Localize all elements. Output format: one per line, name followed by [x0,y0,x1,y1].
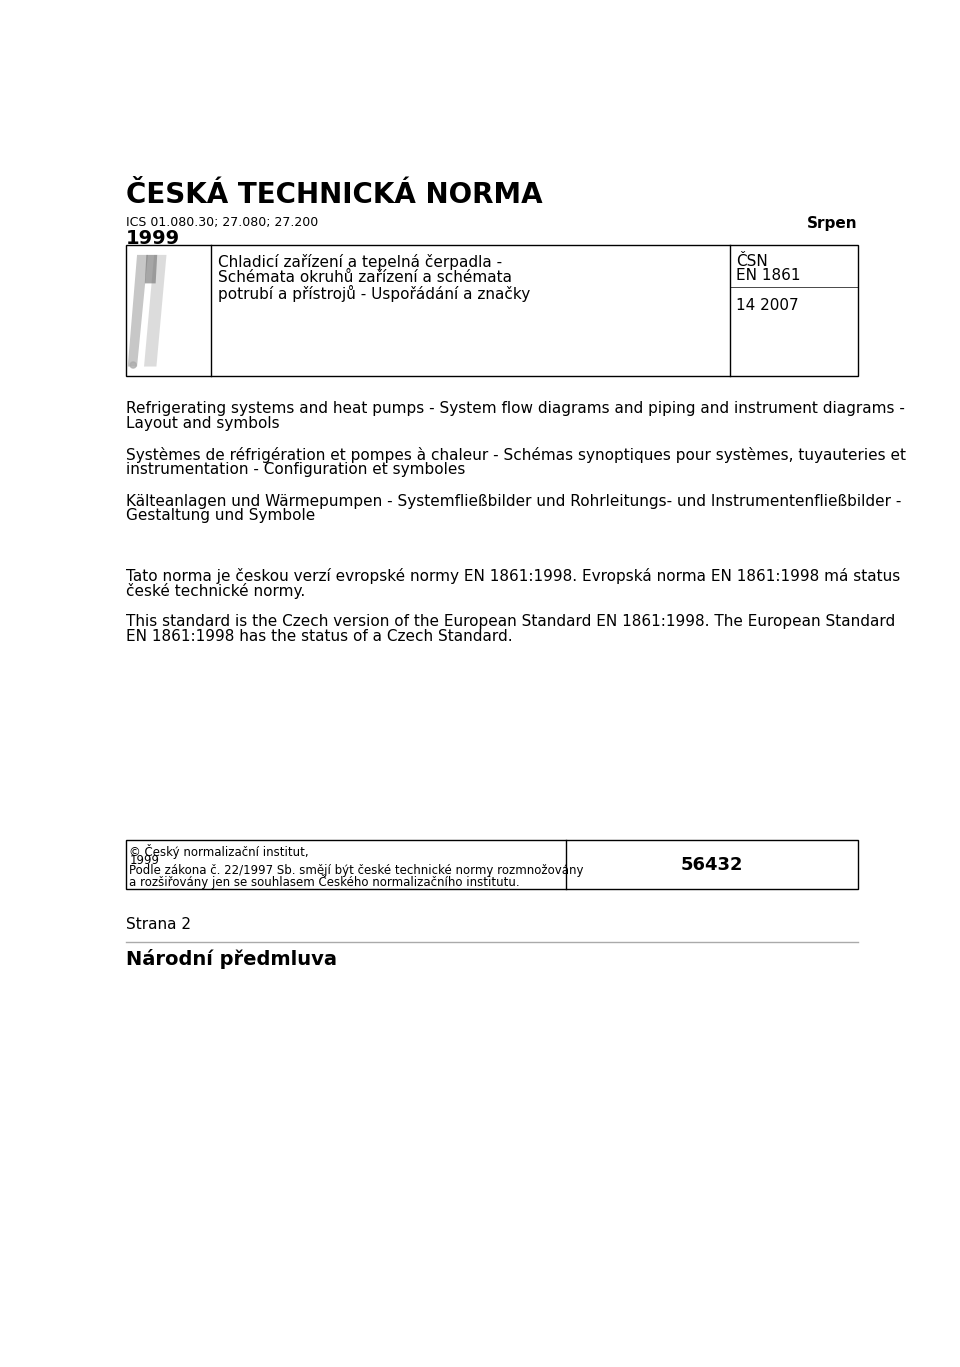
Bar [126,841,858,890]
Text: ICS 01.080.30; 27.080; 27.200: ICS 01.080.30; 27.080; 27.200 [126,216,319,230]
Circle shape [130,362,136,368]
Text: Chladicí zařízení a tepelná čerpadla -: Chladicí zařízení a tepelná čerpadla - [218,254,502,271]
Text: Tato norma je českou verzí evropské normy EN 1861:1998. Evropská norma EN 1861:1: Tato norma je českou verzí evropské norm… [126,569,900,584]
Text: Systèmes de réfrigération et pompes à chaleur - Schémas synoptiques pour système: Systèmes de réfrigération et pompes à ch… [126,447,906,463]
Text: Srpen: Srpen [807,216,858,231]
Text: Gestaltung und Symbole: Gestaltung und Symbole [126,509,316,524]
Text: a rozšiřovány jen se souhlasem Českého normalizačního institutu.: a rozšiřovány jen se souhlasem Českého n… [130,874,520,889]
Text: potrubí a přístrojů - Uspořádání a značky: potrubí a přístrojů - Uspořádání a značk… [218,284,530,302]
Text: 14 2007: 14 2007 [736,298,799,313]
Text: Kälteanlagen und Wärmepumpen - Systemfließbilder und Rohrleitungs- und Instrumen: Kälteanlagen und Wärmepumpen - Systemfli… [126,493,901,509]
Text: ČSN: ČSN [736,254,768,269]
Polygon shape [128,254,148,366]
Bar [126,245,858,376]
Text: 1999: 1999 [130,854,159,867]
Text: instrumentation - Configuration et symboles: instrumentation - Configuration et symbo… [126,462,466,477]
Text: Schémata okruhů zařízení a schémata: Schémata okruhů zařízení a schémata [218,269,512,284]
Text: Layout and symbols: Layout and symbols [126,416,279,431]
Text: © Český normalizační institut,: © Český normalizační institut, [130,843,309,858]
Polygon shape [144,254,166,366]
Text: ČESKÁ TECHNICKÁ NORMA: ČESKÁ TECHNICKÁ NORMA [126,180,542,209]
Text: EN 1861: EN 1861 [736,268,801,283]
Text: Národní předmluva: Národní předmluva [126,950,337,969]
Text: Podle zákona č. 22/1997 Sb. smějí být české technické normy rozmnožovány: Podle zákona č. 22/1997 Sb. smějí být če… [130,864,584,878]
Text: 1999: 1999 [126,230,180,249]
Text: Refrigerating systems and heat pumps - System flow diagrams and piping and instr: Refrigerating systems and heat pumps - S… [126,401,905,416]
Text: This standard is the Czech version of the European Standard EN 1861:1998. The Eu: This standard is the Czech version of th… [126,615,896,629]
Text: Strana 2: Strana 2 [126,917,191,932]
Text: EN 1861:1998 has the status of a Czech Standard.: EN 1861:1998 has the status of a Czech S… [126,629,513,644]
Text: 56432: 56432 [681,856,743,874]
Text: české technické normy.: české technické normy. [126,582,305,599]
Polygon shape [145,254,157,283]
